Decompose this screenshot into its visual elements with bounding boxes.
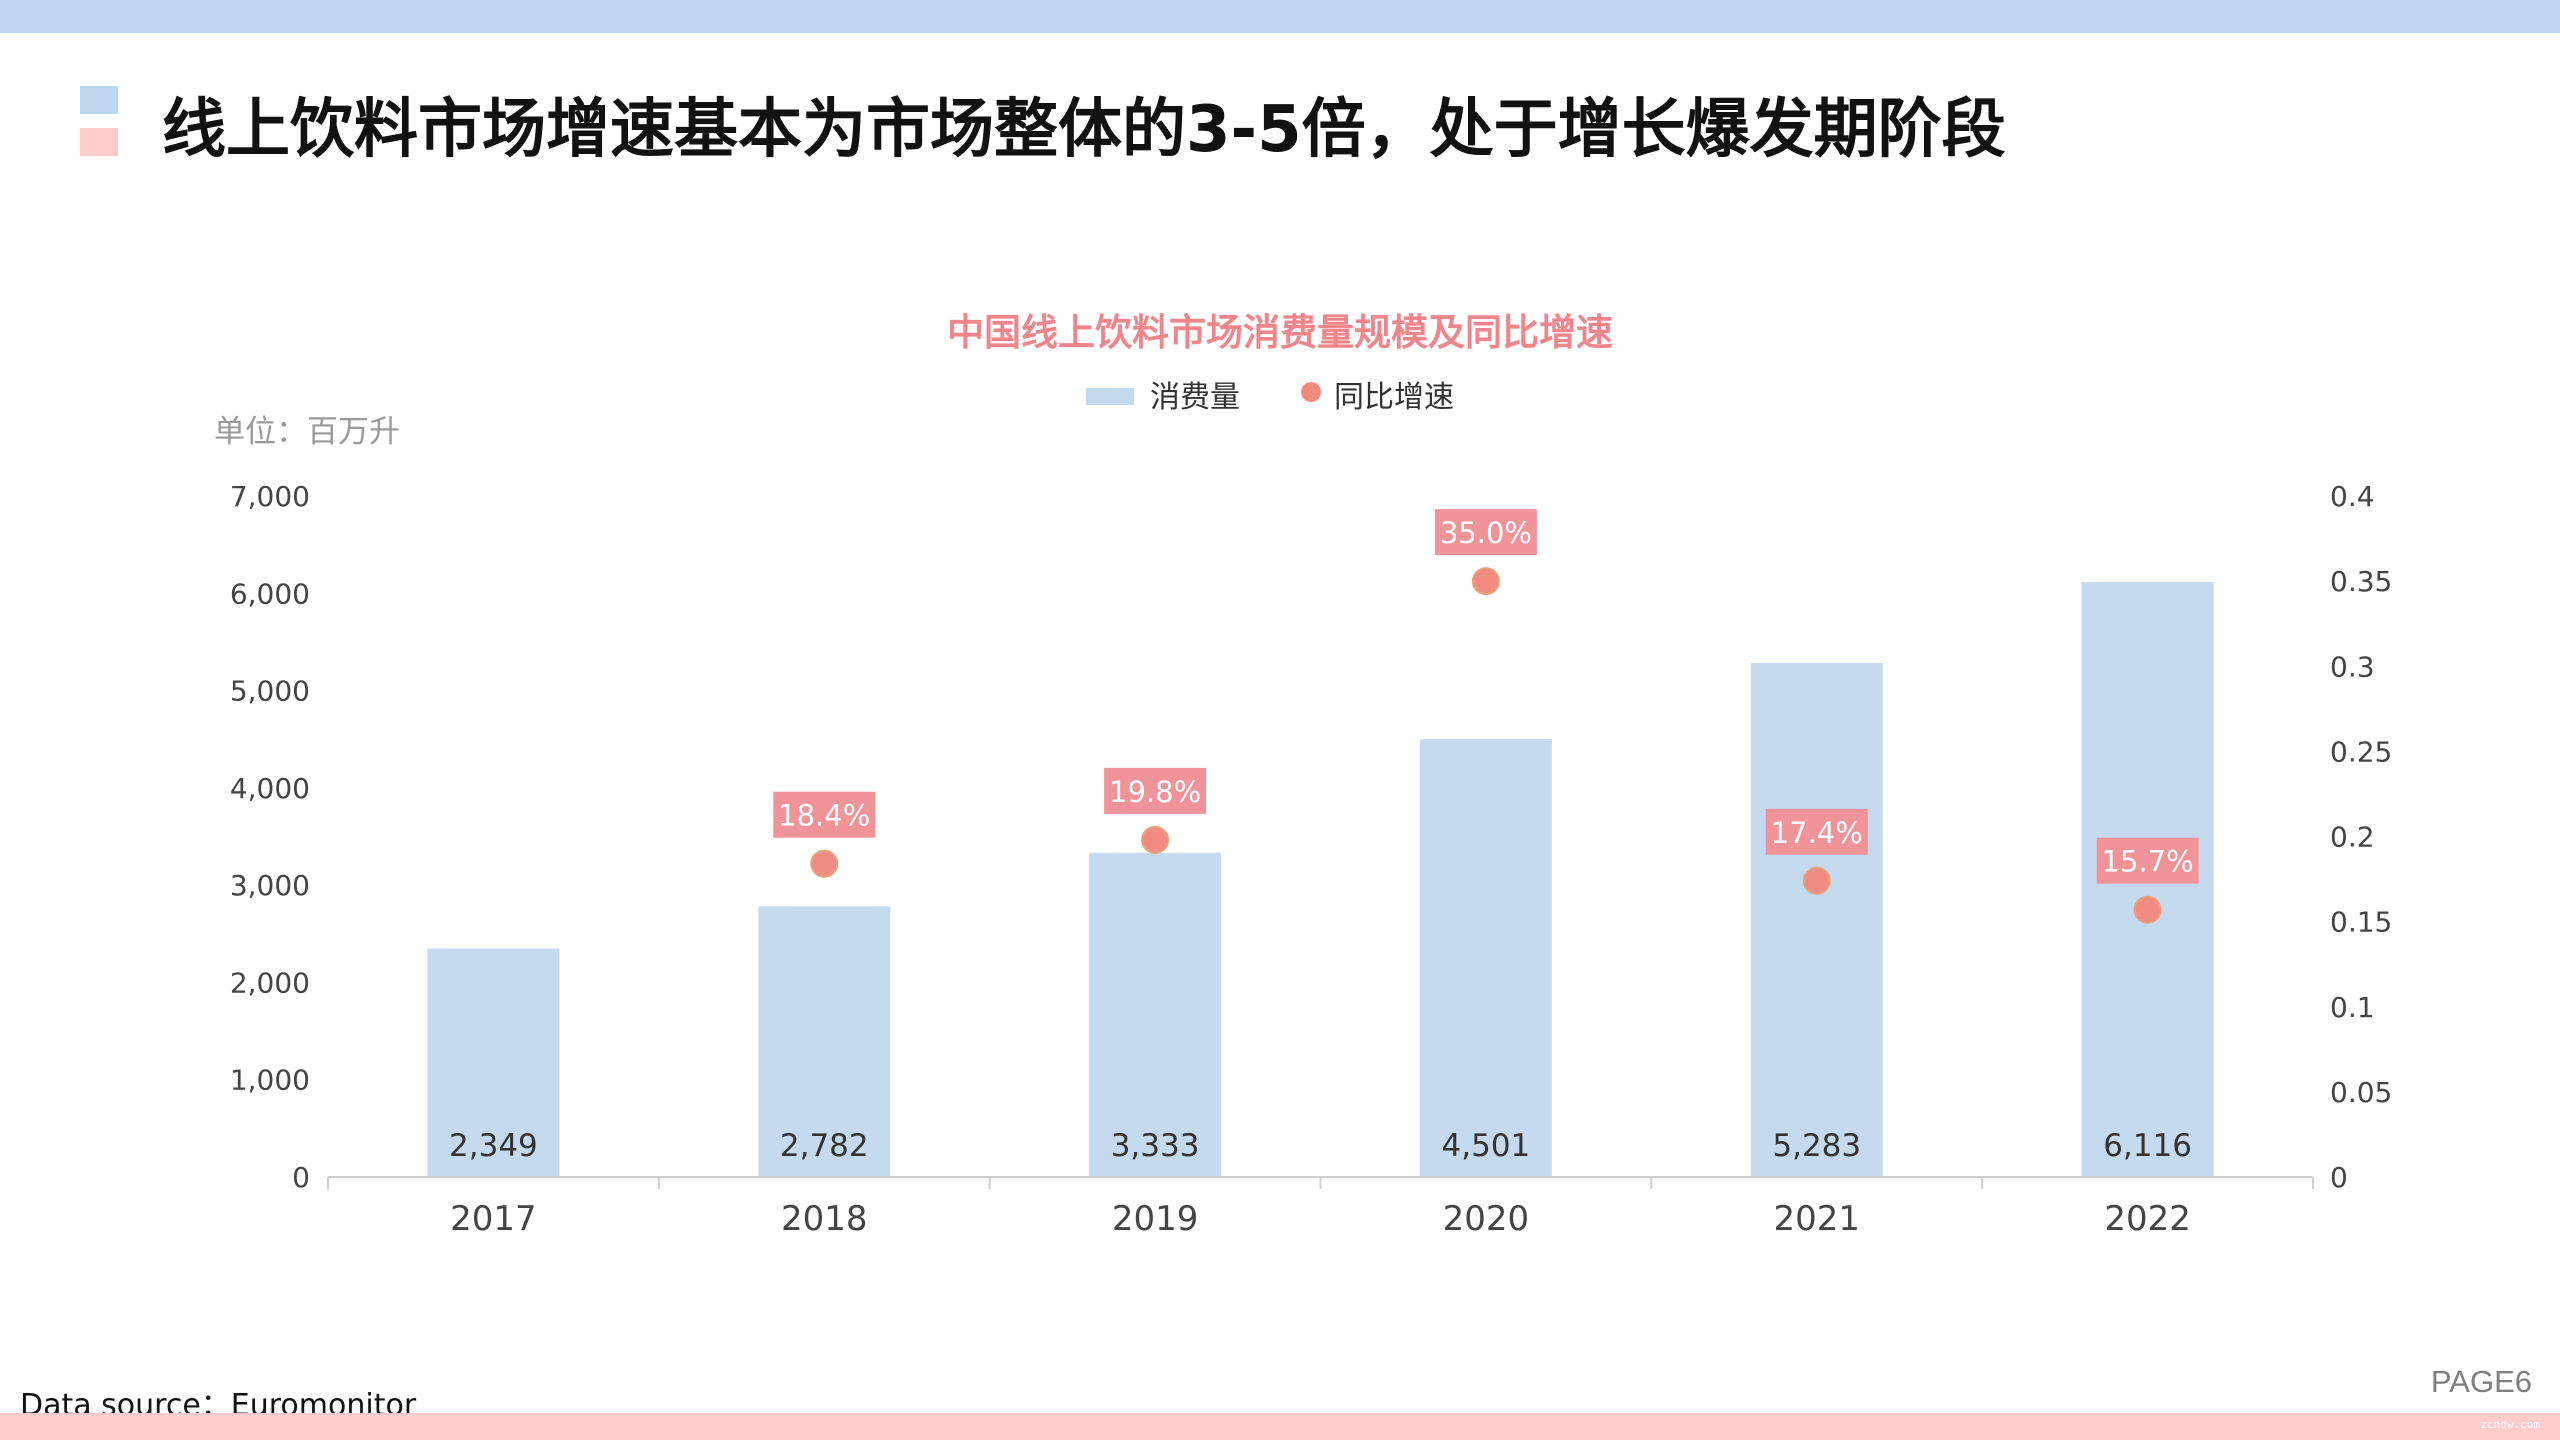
y-right-tick-label: 0.2	[2330, 821, 2375, 854]
growth-label-box	[773, 791, 876, 838]
growth-label: 18.4%	[778, 799, 870, 833]
bar-value-label: 3,333	[1111, 1128, 1200, 1164]
y-left-tick-label: 4,000	[230, 772, 310, 805]
legend-swatch-bar	[1086, 388, 1134, 405]
y-left-tick-label: 3,000	[230, 869, 310, 902]
y-right-tick-label: 0.3	[2330, 650, 2375, 683]
unit-label: 单位：百万升	[214, 414, 400, 450]
bar-2020	[1419, 739, 1552, 1177]
legend-label-dot: 同比增速	[1334, 380, 1454, 415]
growth-label-box	[1434, 509, 1537, 556]
growth-label-box	[1104, 767, 1207, 814]
y-left-tick-label: 6,000	[230, 577, 310, 610]
page-number: PAGE6	[2430, 1364, 2532, 1399]
bar-2021	[1750, 663, 1883, 1177]
title-marker-blue	[80, 86, 118, 114]
y-left-tick-label: 5,000	[230, 675, 310, 708]
bar-2019	[1089, 852, 1222, 1177]
top-band	[0, 0, 2560, 33]
growth-label: 19.8%	[1109, 775, 1201, 809]
bar-2018	[758, 906, 891, 1177]
growth-label: 15.7%	[2102, 845, 2194, 879]
x-tick-label: 2022	[2104, 1199, 2191, 1239]
bar-value-label: 4,501	[1442, 1128, 1531, 1164]
growth-label: 17.4%	[1771, 816, 1863, 850]
growth-dot-2018	[810, 849, 839, 878]
growth-label: 35.0%	[1440, 516, 1532, 550]
bar-value-label: 6,116	[2103, 1128, 2192, 1164]
legend-swatch-dot	[1301, 382, 1321, 402]
y-right-tick-label: 0.15	[2330, 906, 2392, 939]
x-tick-label: 2019	[1112, 1199, 1199, 1239]
chart-title: 中国线上饮料市场消费量规模及同比增速	[947, 311, 1613, 354]
bottom-band	[0, 1413, 2560, 1440]
growth-dot-2021	[1802, 866, 1831, 895]
legend-label-bar: 消费量	[1150, 380, 1240, 415]
bar-2017	[427, 948, 560, 1177]
y-left-tick-label: 2,000	[230, 966, 310, 999]
y-left-tick-label: 0	[292, 1161, 310, 1194]
y-right-tick-label: 0.35	[2330, 565, 2392, 598]
bar-value-label: 2,349	[449, 1128, 538, 1164]
bar-value-label: 2,782	[780, 1128, 869, 1164]
title-marker-pink	[80, 128, 118, 156]
growth-label-box	[1765, 808, 1868, 855]
y-right-tick-label: 0.4	[2330, 480, 2375, 513]
x-tick-label: 2020	[1443, 1199, 1530, 1239]
x-tick-label: 2017	[450, 1199, 537, 1239]
page-title: 线上饮料市场增速基本为市场整体的3-5倍，处于增长爆发期阶段	[162, 93, 2006, 167]
x-tick-label: 2018	[781, 1199, 868, 1239]
watermark: zcndw.com	[2480, 1418, 2540, 1431]
growth-dot-2020	[1471, 567, 1500, 596]
y-right-tick-label: 0.05	[2330, 1076, 2392, 1109]
bar-value-label: 5,283	[1772, 1128, 1861, 1164]
x-tick-label: 2021	[1773, 1199, 1860, 1239]
growth-dot-2022	[2133, 895, 2162, 924]
y-left-tick-label: 7,000	[230, 480, 310, 513]
y-right-tick-label: 0	[2330, 1161, 2348, 1194]
y-right-tick-label: 0.1	[2330, 991, 2375, 1024]
growth-label-box	[2096, 837, 2199, 884]
y-right-tick-label: 0.25	[2330, 735, 2392, 768]
growth-dot-2019	[1141, 825, 1170, 854]
y-left-tick-label: 1,000	[230, 1064, 310, 1097]
